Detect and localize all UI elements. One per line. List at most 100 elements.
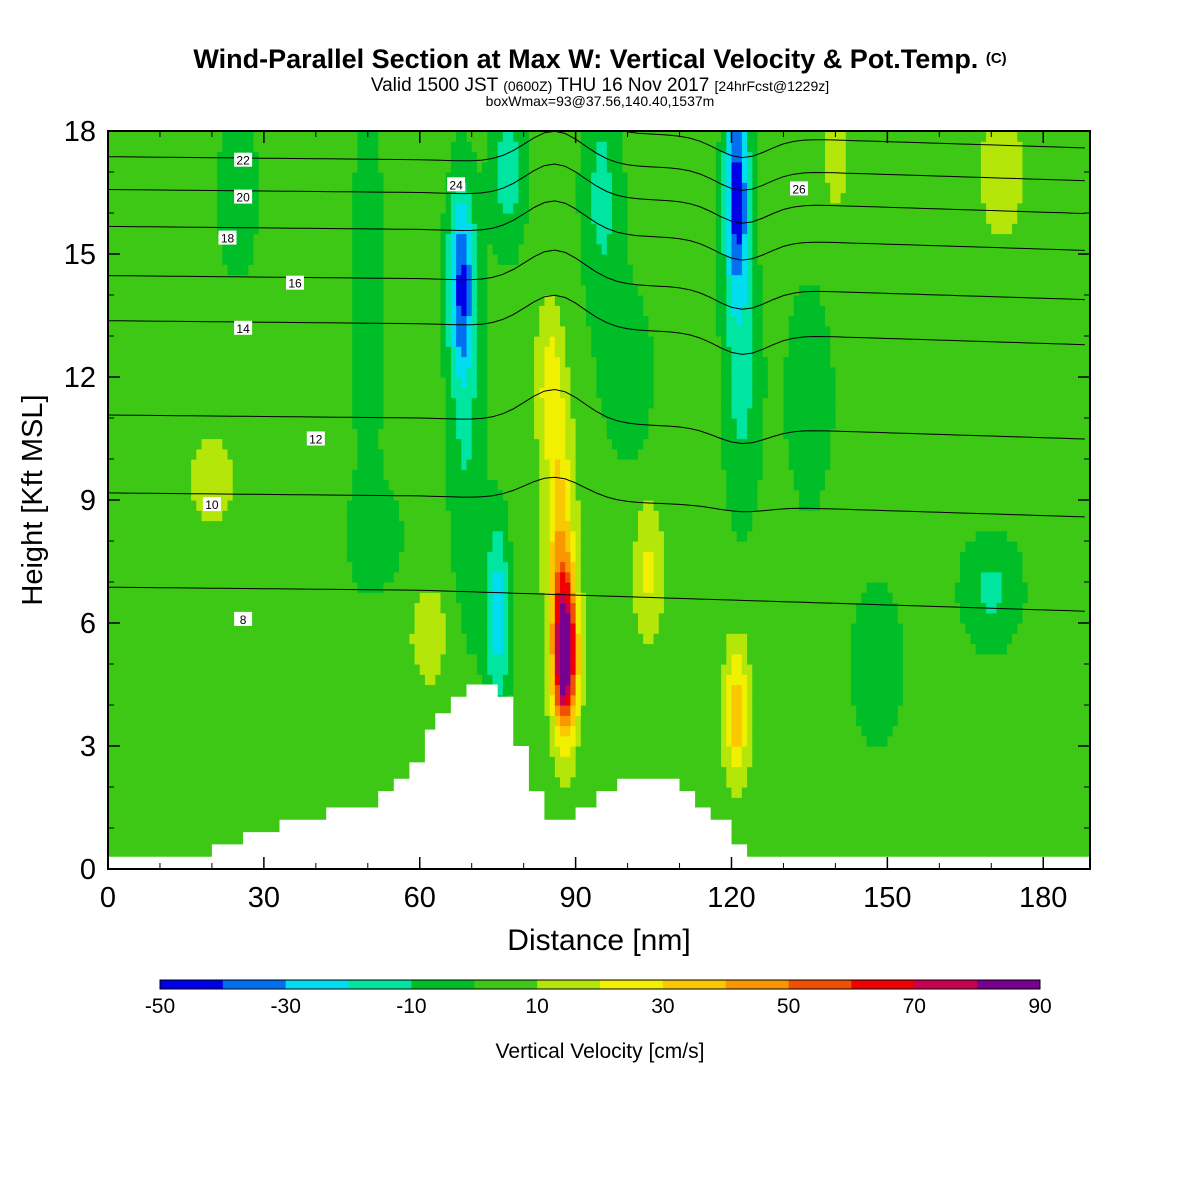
velocity-cell [944,643,951,655]
velocity-cell [1043,735,1050,747]
velocity-cell [1064,735,1070,747]
velocity-cell [845,725,852,737]
velocity-cell [113,828,119,839]
velocity-cell [206,838,213,850]
velocity-cell [980,694,987,706]
velocity-cell [201,674,208,686]
velocity-cell [840,674,847,686]
velocity-cell [206,766,213,778]
velocity-cell [253,643,260,655]
velocity-cell [295,766,301,778]
velocity-cell [217,694,223,706]
velocity-cell [201,828,208,839]
velocity-cell [778,653,785,665]
velocity-cell [175,756,182,768]
velocity-cell [180,643,187,655]
velocity-cell [165,828,171,839]
velocity-cell [601,715,608,727]
velocity-cell [575,756,582,768]
velocity-cell [263,623,270,634]
velocity-cell [736,766,743,778]
velocity-cell [986,725,992,737]
velocity-cell [814,664,821,675]
velocity-cell [180,807,187,819]
velocity-cell [1069,776,1076,788]
velocity-cell [944,684,951,696]
velocity-cell [508,612,514,624]
velocity-cell [295,602,301,614]
velocity-cell [617,715,623,727]
velocity-cell [222,602,229,614]
velocity-cell [871,746,878,757]
velocity-cell [149,766,156,778]
velocity-cell [175,848,182,860]
velocity-cell [731,725,738,737]
velocity-cell [747,828,753,839]
velocity-cell [222,612,229,624]
velocity-cell [534,643,540,655]
velocity-cell [840,602,847,614]
velocity-cell [336,776,343,788]
velocity-cell [201,725,208,737]
velocity-cell [237,623,244,634]
velocity-cell [196,735,203,747]
velocity-cell [799,746,805,757]
velocity-cell [611,766,618,778]
velocity-cell [123,746,130,757]
velocity-cell [263,592,270,604]
velocity-cell [970,746,977,757]
velocity-cell [544,776,551,788]
velocity-cell [419,664,426,675]
velocity-cell [949,746,956,757]
velocity-cell [263,766,270,778]
velocity-cell [1017,756,1024,768]
velocity-cell [1048,602,1055,614]
velocity-cell [918,735,925,747]
velocity-cell [913,643,920,655]
velocity-cell [180,612,187,624]
velocity-cell [560,766,566,778]
velocity-cell [908,664,914,675]
velocity-cell [762,807,769,819]
velocity-cell [944,664,951,675]
velocity-cell [258,694,265,706]
velocity-cell [289,776,296,788]
velocity-cell [1079,602,1086,614]
velocity-cell [154,766,161,778]
velocity-cell [544,633,551,645]
velocity-cell [975,746,982,757]
velocity-cell [876,623,883,634]
velocity-cell [144,797,151,809]
velocity-cell [793,828,800,839]
velocity-cell [793,612,800,624]
velocity-cell [897,838,904,850]
velocity-cell [414,674,421,686]
velocity-cell [1006,653,1013,665]
velocity-cell [539,756,546,768]
velocity-cell [949,828,956,839]
velocity-cell [456,623,462,634]
velocity-cell [450,612,457,624]
velocity-cell [108,828,114,839]
velocity-cell [928,756,935,768]
velocity-cell [1038,746,1044,757]
velocity-cell [341,756,348,768]
velocity-cell [1064,674,1070,686]
velocity-cell [908,653,914,665]
velocity-cell [575,643,582,655]
velocity-cell [835,838,842,850]
velocity-cell [108,653,114,665]
velocity-cell [825,807,831,819]
velocity-cell [721,725,727,737]
velocity-cell [627,612,634,624]
velocity-cell [1084,705,1090,716]
velocity-cell [736,694,743,706]
velocity-cell [1001,725,1008,737]
velocity-cell [315,612,322,624]
velocity-cell [372,633,379,645]
velocity-cell [237,787,244,798]
velocity-cell [814,797,821,809]
velocity-cell [892,735,899,747]
velocity-cell [175,592,182,604]
velocity-cell [341,612,348,624]
